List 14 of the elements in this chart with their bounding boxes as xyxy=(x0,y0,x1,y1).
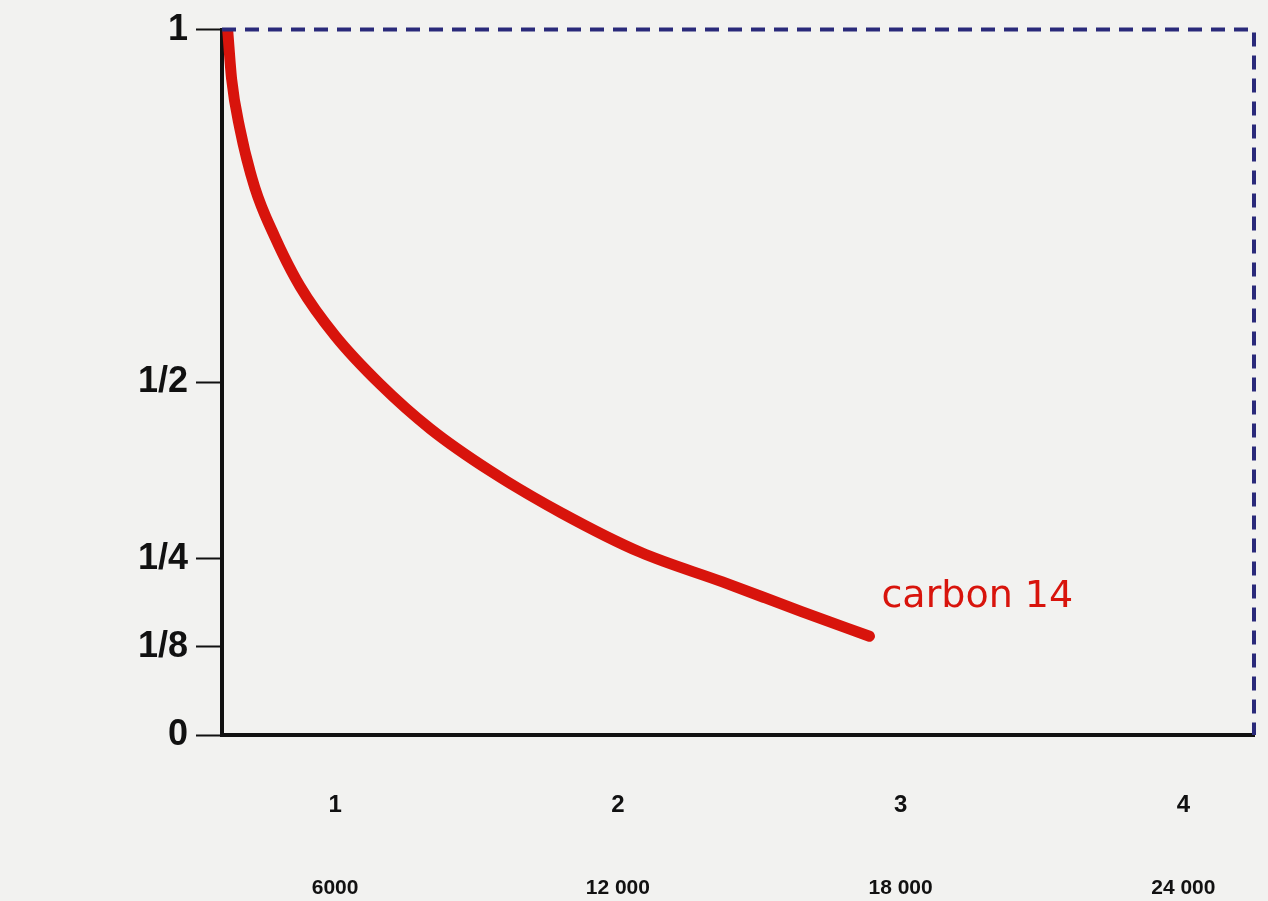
x2-tick-label: 24 000 xyxy=(1151,875,1216,899)
x-tick-label: 3 xyxy=(893,790,908,818)
y-tick-label: 1/8 xyxy=(137,623,188,665)
x-tick-label: 1 xyxy=(328,790,342,818)
x2-tick-label: 6000 xyxy=(311,875,359,899)
x2-tick-label: 12 000 xyxy=(585,875,650,899)
x-tick-label: 2 xyxy=(611,790,625,818)
y-tick-label: 1/2 xyxy=(137,359,188,401)
y-tick-label: 0 xyxy=(167,711,188,753)
x-tick-label: 4 xyxy=(1176,790,1191,818)
series-label: carbon 14 xyxy=(881,572,1074,617)
x2-tick-label: 18 000 xyxy=(868,875,933,899)
y-tick-label: 1/4 xyxy=(137,535,188,577)
y-tick-label: 1 xyxy=(167,6,188,48)
